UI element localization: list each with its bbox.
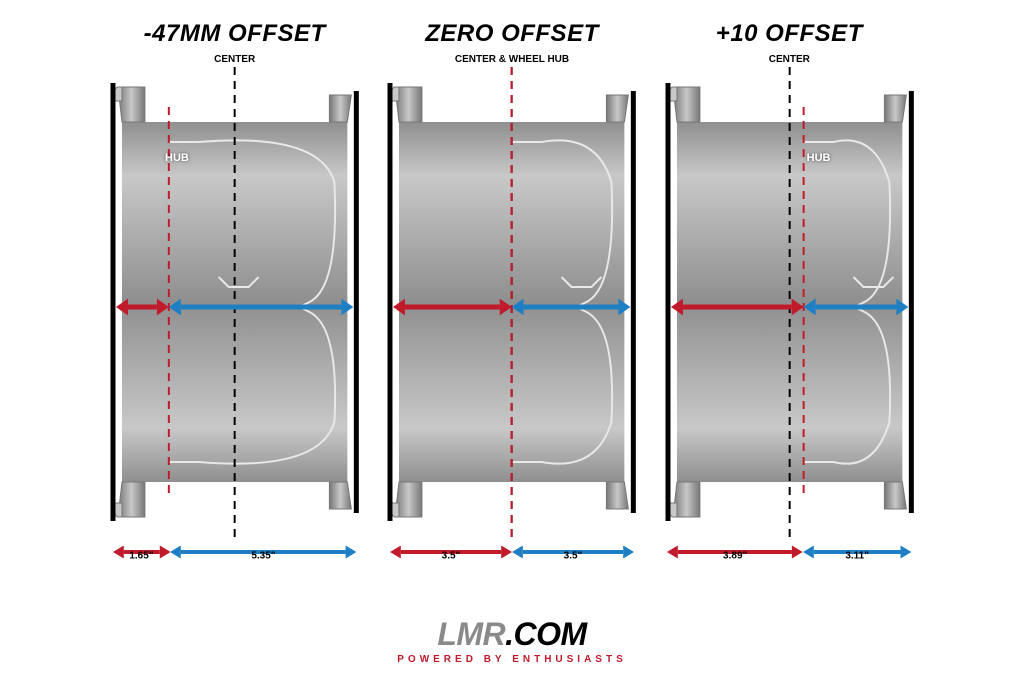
brand-gray: LMR <box>437 616 505 652</box>
hub-label: HUB <box>165 152 189 164</box>
panel-title: -47MM OFFSET <box>110 20 359 48</box>
measure-value: 3.5" <box>564 551 583 562</box>
brand-black: .COM <box>505 616 587 652</box>
wheel-diagram <box>387 67 636 537</box>
measurement-row: 3.5" 3.5" <box>387 541 636 571</box>
footer: LMR.COM POWERED BY ENTHUSIASTS <box>397 618 627 665</box>
measure-right: 3.5" <box>512 541 634 571</box>
measure-right: 3.11" <box>803 541 911 571</box>
center-label: CENTER <box>665 54 914 65</box>
measure-value: 3.5" <box>442 551 461 562</box>
offset-panel: +10 OFFSET CENTER HUB 3.89" 3.11" <box>665 20 914 571</box>
hub-label: HUB <box>807 152 831 164</box>
measure-left: 1.65" <box>113 541 171 571</box>
brand-tagline: POWERED BY ENTHUSIASTS <box>397 654 627 665</box>
measure-left: 3.5" <box>390 541 512 571</box>
panel-title: +10 OFFSET <box>665 20 914 48</box>
measure-value: 3.89" <box>723 551 747 562</box>
brand-logo: LMR.COM <box>397 618 627 650</box>
center-label: CENTER <box>110 54 359 65</box>
wheel-diagram: HUB <box>665 67 914 537</box>
measurement-row: 1.65" 5.35" <box>110 541 359 571</box>
measure-value: 1.65" <box>129 551 153 562</box>
measurement-row: 3.89" 3.11" <box>665 541 914 571</box>
panel-title: ZERO OFFSET <box>387 20 636 48</box>
measure-value: 5.35" <box>251 551 275 562</box>
measure-value: 3.11" <box>845 551 869 562</box>
offset-panel: ZERO OFFSET CENTER & WHEEL HUB 3.5" 3.5" <box>387 20 636 571</box>
offset-panel: -47MM OFFSET CENTER HUB 1.65" 5.35" <box>110 20 359 571</box>
wheel-diagram: HUB <box>110 67 359 537</box>
measure-right: 5.35" <box>170 541 356 571</box>
measure-left: 3.89" <box>667 541 803 571</box>
center-label: CENTER & WHEEL HUB <box>387 54 636 65</box>
